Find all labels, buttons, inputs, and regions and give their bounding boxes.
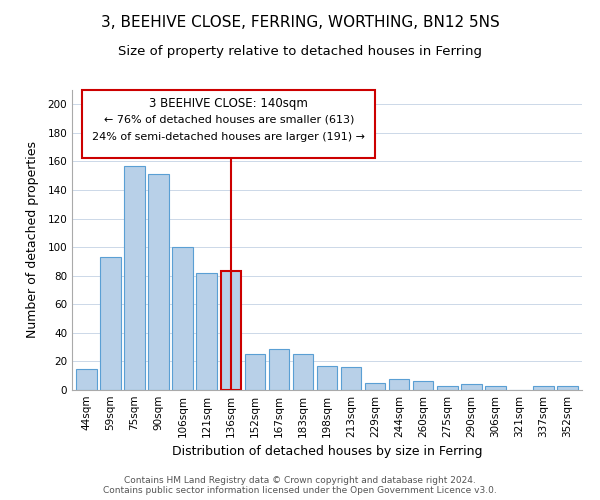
Bar [269, 348, 289, 390]
Bar [124, 166, 145, 390]
X-axis label: Distribution of detached houses by size in Ferring: Distribution of detached houses by size … [172, 446, 482, 458]
Text: 3 BEEHIVE CLOSE: 140sqm: 3 BEEHIVE CLOSE: 140sqm [149, 98, 308, 110]
Bar [533, 386, 554, 390]
Bar [172, 247, 193, 390]
Bar [485, 386, 506, 390]
Bar [317, 366, 337, 390]
Text: ← 76% of detached houses are smaller (613): ← 76% of detached houses are smaller (61… [104, 114, 354, 124]
Text: Contains public sector information licensed under the Open Government Licence v3: Contains public sector information licen… [103, 486, 497, 495]
Bar [293, 354, 313, 390]
Bar [245, 354, 265, 390]
Text: 3, BEEHIVE CLOSE, FERRING, WORTHING, BN12 5NS: 3, BEEHIVE CLOSE, FERRING, WORTHING, BN1… [101, 15, 499, 30]
Bar [196, 273, 217, 390]
Bar [461, 384, 482, 390]
Bar [221, 272, 241, 390]
Text: Contains HM Land Registry data © Crown copyright and database right 2024.: Contains HM Land Registry data © Crown c… [124, 476, 476, 485]
Bar [557, 386, 578, 390]
Bar [148, 174, 169, 390]
Bar [437, 386, 458, 390]
Bar [100, 257, 121, 390]
Y-axis label: Number of detached properties: Number of detached properties [26, 142, 39, 338]
FancyBboxPatch shape [82, 90, 376, 158]
Bar [365, 383, 385, 390]
Bar [389, 378, 409, 390]
Bar [413, 382, 433, 390]
Text: 24% of semi-detached houses are larger (191) →: 24% of semi-detached houses are larger (… [92, 132, 365, 142]
Text: Size of property relative to detached houses in Ferring: Size of property relative to detached ho… [118, 45, 482, 58]
Bar [76, 368, 97, 390]
Bar [341, 367, 361, 390]
